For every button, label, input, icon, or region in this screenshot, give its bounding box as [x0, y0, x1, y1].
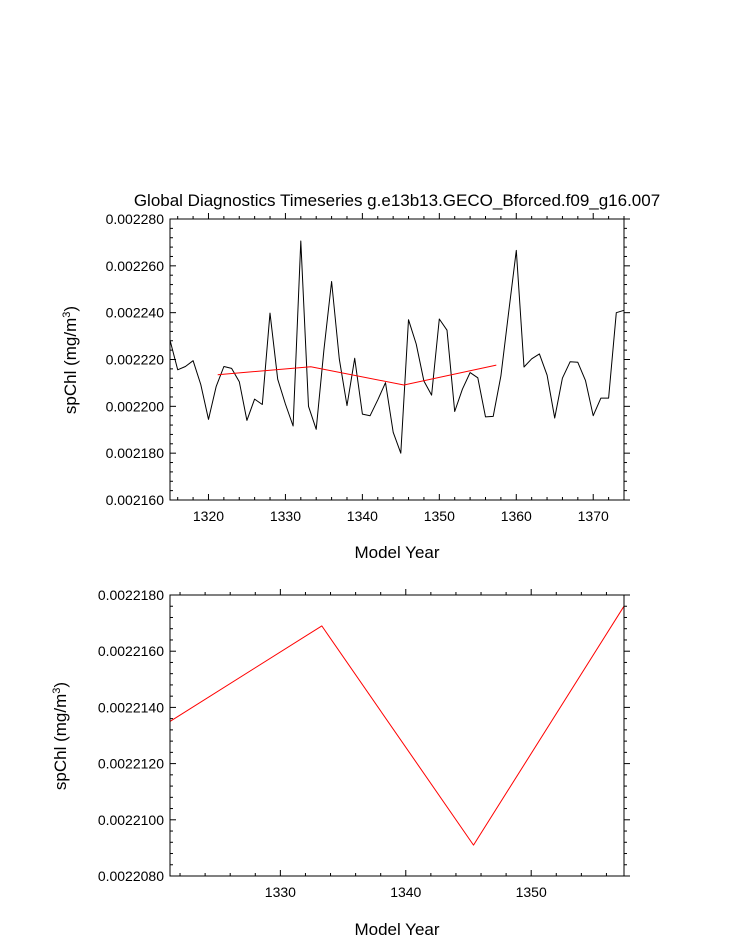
- x-tick-label: 1330: [265, 884, 296, 900]
- chart-title: Global Diagnostics Timeseries g.e13b13.G…: [134, 191, 660, 210]
- y-tick-label: 0.0022140: [98, 699, 164, 715]
- y-tick-label: 0.0022120: [98, 756, 164, 772]
- trend-panel: 1330 1340 1350 0.0022080 0.0022100 0.0022120 0…: [51, 587, 630, 939]
- plot-frame: [169, 218, 625, 501]
- trend-line: [169, 605, 625, 846]
- y-axis-title: spChl (mg/m3): [51, 682, 70, 790]
- series-group: [169, 605, 625, 846]
- y-tick-label: 0.002240: [106, 305, 165, 321]
- tick-labels: 1330 1340 1350 0.0022080 0.0022100 0.0022120 0…: [98, 587, 547, 900]
- axis-ticks: [170, 589, 630, 877]
- x-tick-label: 1350: [424, 508, 455, 524]
- y-tick-label: 0.0022080: [98, 868, 164, 884]
- x-tick-label: 1350: [516, 884, 547, 900]
- x-tick-label: 1340: [347, 508, 378, 524]
- x-tick-label: 1340: [390, 884, 421, 900]
- plot-frame: [169, 594, 625, 877]
- x-axis-title: Model Year: [354, 543, 439, 562]
- y-tick-label: 0.002280: [106, 211, 165, 227]
- y-tick-label: 0.002260: [106, 258, 165, 274]
- y-tick-label: 0.0022160: [98, 643, 164, 659]
- x-tick-label: 1320: [193, 508, 224, 524]
- axis-ticks: [170, 213, 630, 501]
- timeseries-line: [169, 240, 625, 454]
- timeseries-panel: Global Diagnostics Timeseries g.e13b13.G…: [61, 191, 660, 562]
- y-tick-label: 0.002200: [106, 398, 165, 414]
- y-tick-label: 0.002160: [106, 492, 165, 508]
- x-axis-title: Model Year: [354, 920, 439, 939]
- x-tick-label: 1360: [501, 508, 532, 524]
- y-tick-label: 0.0022100: [98, 812, 164, 828]
- y-axis-title: spChl (mg/m3): [61, 306, 80, 414]
- x-tick-label: 1370: [578, 508, 609, 524]
- trend-line: [217, 364, 497, 386]
- y-tick-label: 0.002220: [106, 352, 165, 368]
- y-tick-label: 0.0022180: [98, 587, 164, 603]
- y-tick-label: 0.002180: [106, 445, 165, 461]
- tick-labels: 1320 1330 1340 1350 1360 1370 0.002160 0.002180…: [106, 211, 609, 524]
- series-group: [169, 240, 625, 454]
- x-tick-label: 1330: [270, 508, 301, 524]
